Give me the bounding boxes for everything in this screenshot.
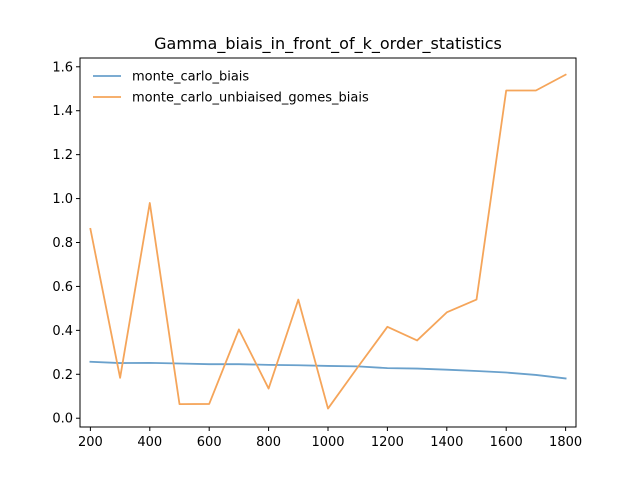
x-tick-label: 1200 bbox=[371, 435, 404, 450]
x-tick-label: 200 bbox=[78, 435, 103, 450]
legend: monte_carlo_biais monte_carlo_unbiaised_g… bbox=[93, 70, 369, 106]
x-tick-label: 1600 bbox=[490, 435, 523, 450]
x-tick-label: 400 bbox=[137, 435, 162, 450]
y-tick-label: 0.4 bbox=[52, 324, 73, 339]
y-tick-label: 0.8 bbox=[52, 236, 73, 251]
y-tick-label: 1.4 bbox=[52, 104, 73, 119]
legend-label-1: monte_carlo_biais bbox=[132, 70, 249, 85]
plot-area: 200 400 600 800 1000 1200 1400 1600 1800 0.0 0.2 0.… bbox=[52, 57, 582, 450]
x-tick-label: 1800 bbox=[549, 435, 582, 450]
chart-title: Gamma_biais_in_front_of_k_order_statisti… bbox=[154, 34, 502, 54]
x-tick-label: 1000 bbox=[311, 435, 344, 450]
y-tick-label: 0.2 bbox=[52, 368, 73, 383]
series-line-1 bbox=[89, 360, 567, 380]
x-tick-label: 1400 bbox=[430, 435, 463, 450]
series-line-2 bbox=[89, 73, 567, 410]
y-tick-label: 0.0 bbox=[52, 412, 73, 427]
y-tick-label: 1.6 bbox=[52, 60, 73, 75]
y-tick-label: 0.6 bbox=[52, 280, 73, 295]
legend-label-2: monte_carlo_unbiaised_gomes_biais bbox=[132, 91, 369, 106]
x-tick-label: 600 bbox=[197, 435, 222, 450]
y-tick-label: 1.0 bbox=[52, 192, 73, 207]
y-tick-label: 1.2 bbox=[52, 148, 73, 163]
x-tick-label: 800 bbox=[256, 435, 281, 450]
